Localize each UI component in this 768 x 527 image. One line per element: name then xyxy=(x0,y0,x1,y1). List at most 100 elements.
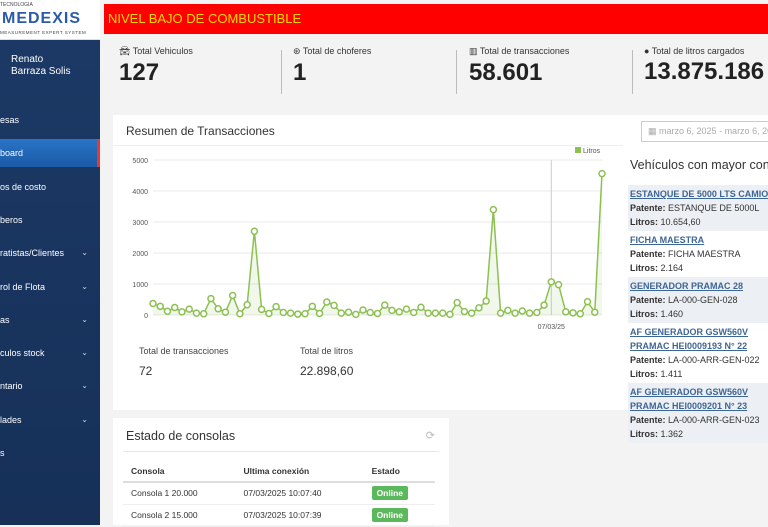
sidebar-item-label: ratistas/Clientes xyxy=(0,248,65,259)
data-point xyxy=(525,309,534,317)
data-point xyxy=(170,303,179,312)
data-point xyxy=(591,308,599,316)
y-tick-label: 4000 xyxy=(132,189,148,196)
status-badge: Online xyxy=(371,486,409,501)
total-transacciones-label: Total de transacciones xyxy=(139,346,229,356)
low-fuel-alert-banner: NIVEL BAJO DE COMBUSTIBLE xyxy=(104,4,768,34)
sidebar-item-label: os de costo xyxy=(0,181,47,192)
logo-subtitle: MEASUREMENT EXPERT SYSTEM xyxy=(0,30,87,35)
data-point xyxy=(489,205,498,214)
sidebar-item[interactable]: ratistas/Clientes ⌄ xyxy=(0,239,100,267)
sidebar: TECNOLOGIA MEDEXIS MEASUREMENT EXPERT SY… xyxy=(0,0,100,525)
logo[interactable]: TECNOLOGIA MEDEXIS MEASUREMENT EXPERT SY… xyxy=(0,0,100,40)
date-range-picker[interactable]: ▦ marzo 6, 2025 - marzo 6, 2025 xyxy=(641,121,768,142)
logo-brand: MEDEXIS xyxy=(2,10,82,27)
steering-wheel-icon: ⊛ xyxy=(293,46,301,56)
data-point xyxy=(598,169,606,178)
litros-label: Litros: xyxy=(630,217,658,227)
data-point xyxy=(431,309,440,317)
data-point xyxy=(359,306,367,314)
data-point xyxy=(547,278,556,286)
vehicle-link[interactable]: ESTANQUE DE 5000 LTS CAMION xyxy=(630,189,768,199)
vehicle-link[interactable]: FICHA MAESTRA xyxy=(630,235,705,245)
last-connection: 07/03/2025 10:07:40 xyxy=(235,482,364,505)
data-point xyxy=(236,310,244,318)
sidebar-item[interactable]: culos stock ⌄ xyxy=(0,339,100,367)
divider xyxy=(456,50,457,94)
data-point xyxy=(438,309,447,317)
divider xyxy=(632,50,633,94)
stat-label: Total de choferes xyxy=(302,46,372,56)
litros-value: 1.362 xyxy=(660,429,684,439)
data-point xyxy=(286,309,295,317)
patente-value: LA-000-GEN-028 xyxy=(668,295,738,305)
column-header: Ultima conexión xyxy=(235,460,364,483)
legend-label: Litros xyxy=(583,148,601,155)
data-point xyxy=(475,304,483,312)
data-point xyxy=(294,310,302,318)
console-status-card: Estado de consolas ⟳ Consola Ultima cone… xyxy=(113,418,449,527)
sidebar-item[interactable]: beros xyxy=(0,206,100,234)
sidebar-item[interactable]: rol de Flota ⌄ xyxy=(0,273,100,301)
data-point xyxy=(323,298,331,306)
stat-label: Total Vehiculos xyxy=(132,46,193,56)
stat-label: Total de litros cargados xyxy=(651,46,745,56)
bar-chart-icon: ▥ xyxy=(469,46,478,56)
card-title: Resumen de Transacciones xyxy=(126,124,275,138)
data-point xyxy=(149,299,157,308)
patente-label: Patente: xyxy=(630,355,666,365)
area-fill xyxy=(153,173,602,315)
column-header: Estado xyxy=(363,460,435,483)
sidebar-item-label: ntario xyxy=(0,381,23,392)
sidebar-item[interactable]: ntario ⌄ xyxy=(0,372,100,400)
data-point xyxy=(504,306,512,315)
stat-value: 127 xyxy=(119,59,160,86)
sidebar-item[interactable]: os de costo xyxy=(0,173,100,201)
data-point xyxy=(482,297,490,305)
user-first-name: Renato xyxy=(11,54,44,65)
transactions-chart: 0 1000 2000 3000 4000 5000 07/03/25 Litros xyxy=(132,147,606,331)
data-point xyxy=(265,309,273,318)
sidebar-item-label: board xyxy=(0,148,24,159)
data-point xyxy=(496,309,505,317)
sidebar-item[interactable]: esas xyxy=(0,106,100,134)
y-tick-label: 1000 xyxy=(132,282,148,289)
y-tick-label: 2000 xyxy=(132,251,148,258)
x-tick-label: 07/03/25 xyxy=(538,324,565,331)
data-point xyxy=(576,310,585,318)
divider xyxy=(281,50,282,94)
sidebar-item[interactable]: s xyxy=(0,439,100,467)
drop-icon: ● xyxy=(644,46,650,56)
chevron-down-icon: ⌄ xyxy=(81,381,88,391)
data-point xyxy=(402,305,411,313)
car-icon: 🚘︎ xyxy=(119,46,131,56)
user-last-name: Barraza Solis xyxy=(11,66,71,77)
patente-label: Patente: xyxy=(630,249,666,259)
vehicle-link[interactable]: AF GENERADOR GSW560V PRAMAC HEI0009193 N… xyxy=(630,327,749,351)
vehicle-link[interactable]: AF GENERADOR GSW560V PRAMAC HEI0009201 N… xyxy=(630,387,749,411)
litros-label: Litros: xyxy=(630,369,658,379)
patente-value: ESTANQUE DE 5000L xyxy=(668,203,760,213)
data-point xyxy=(569,309,577,317)
sidebar-item[interactable]: board xyxy=(0,139,100,168)
sidebar-item[interactable]: lades ⌄ xyxy=(0,406,100,434)
total-transacciones-value: 72 xyxy=(139,364,153,378)
stat-total-choferes: ⊛ Total de choferes 1 xyxy=(293,46,371,87)
sidebar-item-label: culos stock xyxy=(0,348,45,359)
card-title: Estado de consolas xyxy=(126,429,236,443)
status-badge: Online xyxy=(371,508,409,522)
vehicle-link[interactable]: GENERADOR PRAMAC 28 xyxy=(630,281,744,291)
vehicle-item: GENERADOR PRAMAC 28 Patente: LA-000-GEN-… xyxy=(628,277,768,323)
data-point xyxy=(185,305,193,313)
chevron-down-icon: ⌄ xyxy=(81,281,88,291)
data-point xyxy=(214,305,222,313)
data-point xyxy=(366,308,375,317)
data-point xyxy=(583,297,592,306)
total-litros-label: Total de litros xyxy=(300,346,354,356)
refresh-icon[interactable]: ⟳ xyxy=(425,430,435,442)
sidebar-item[interactable]: as ⌄ xyxy=(0,306,100,334)
vehicle-item: AF GENERADOR GSW560V PRAMAC HEI0009193 N… xyxy=(628,323,768,383)
data-point xyxy=(460,307,469,316)
sidebar-item-label: as xyxy=(0,314,10,325)
data-point xyxy=(540,301,548,309)
